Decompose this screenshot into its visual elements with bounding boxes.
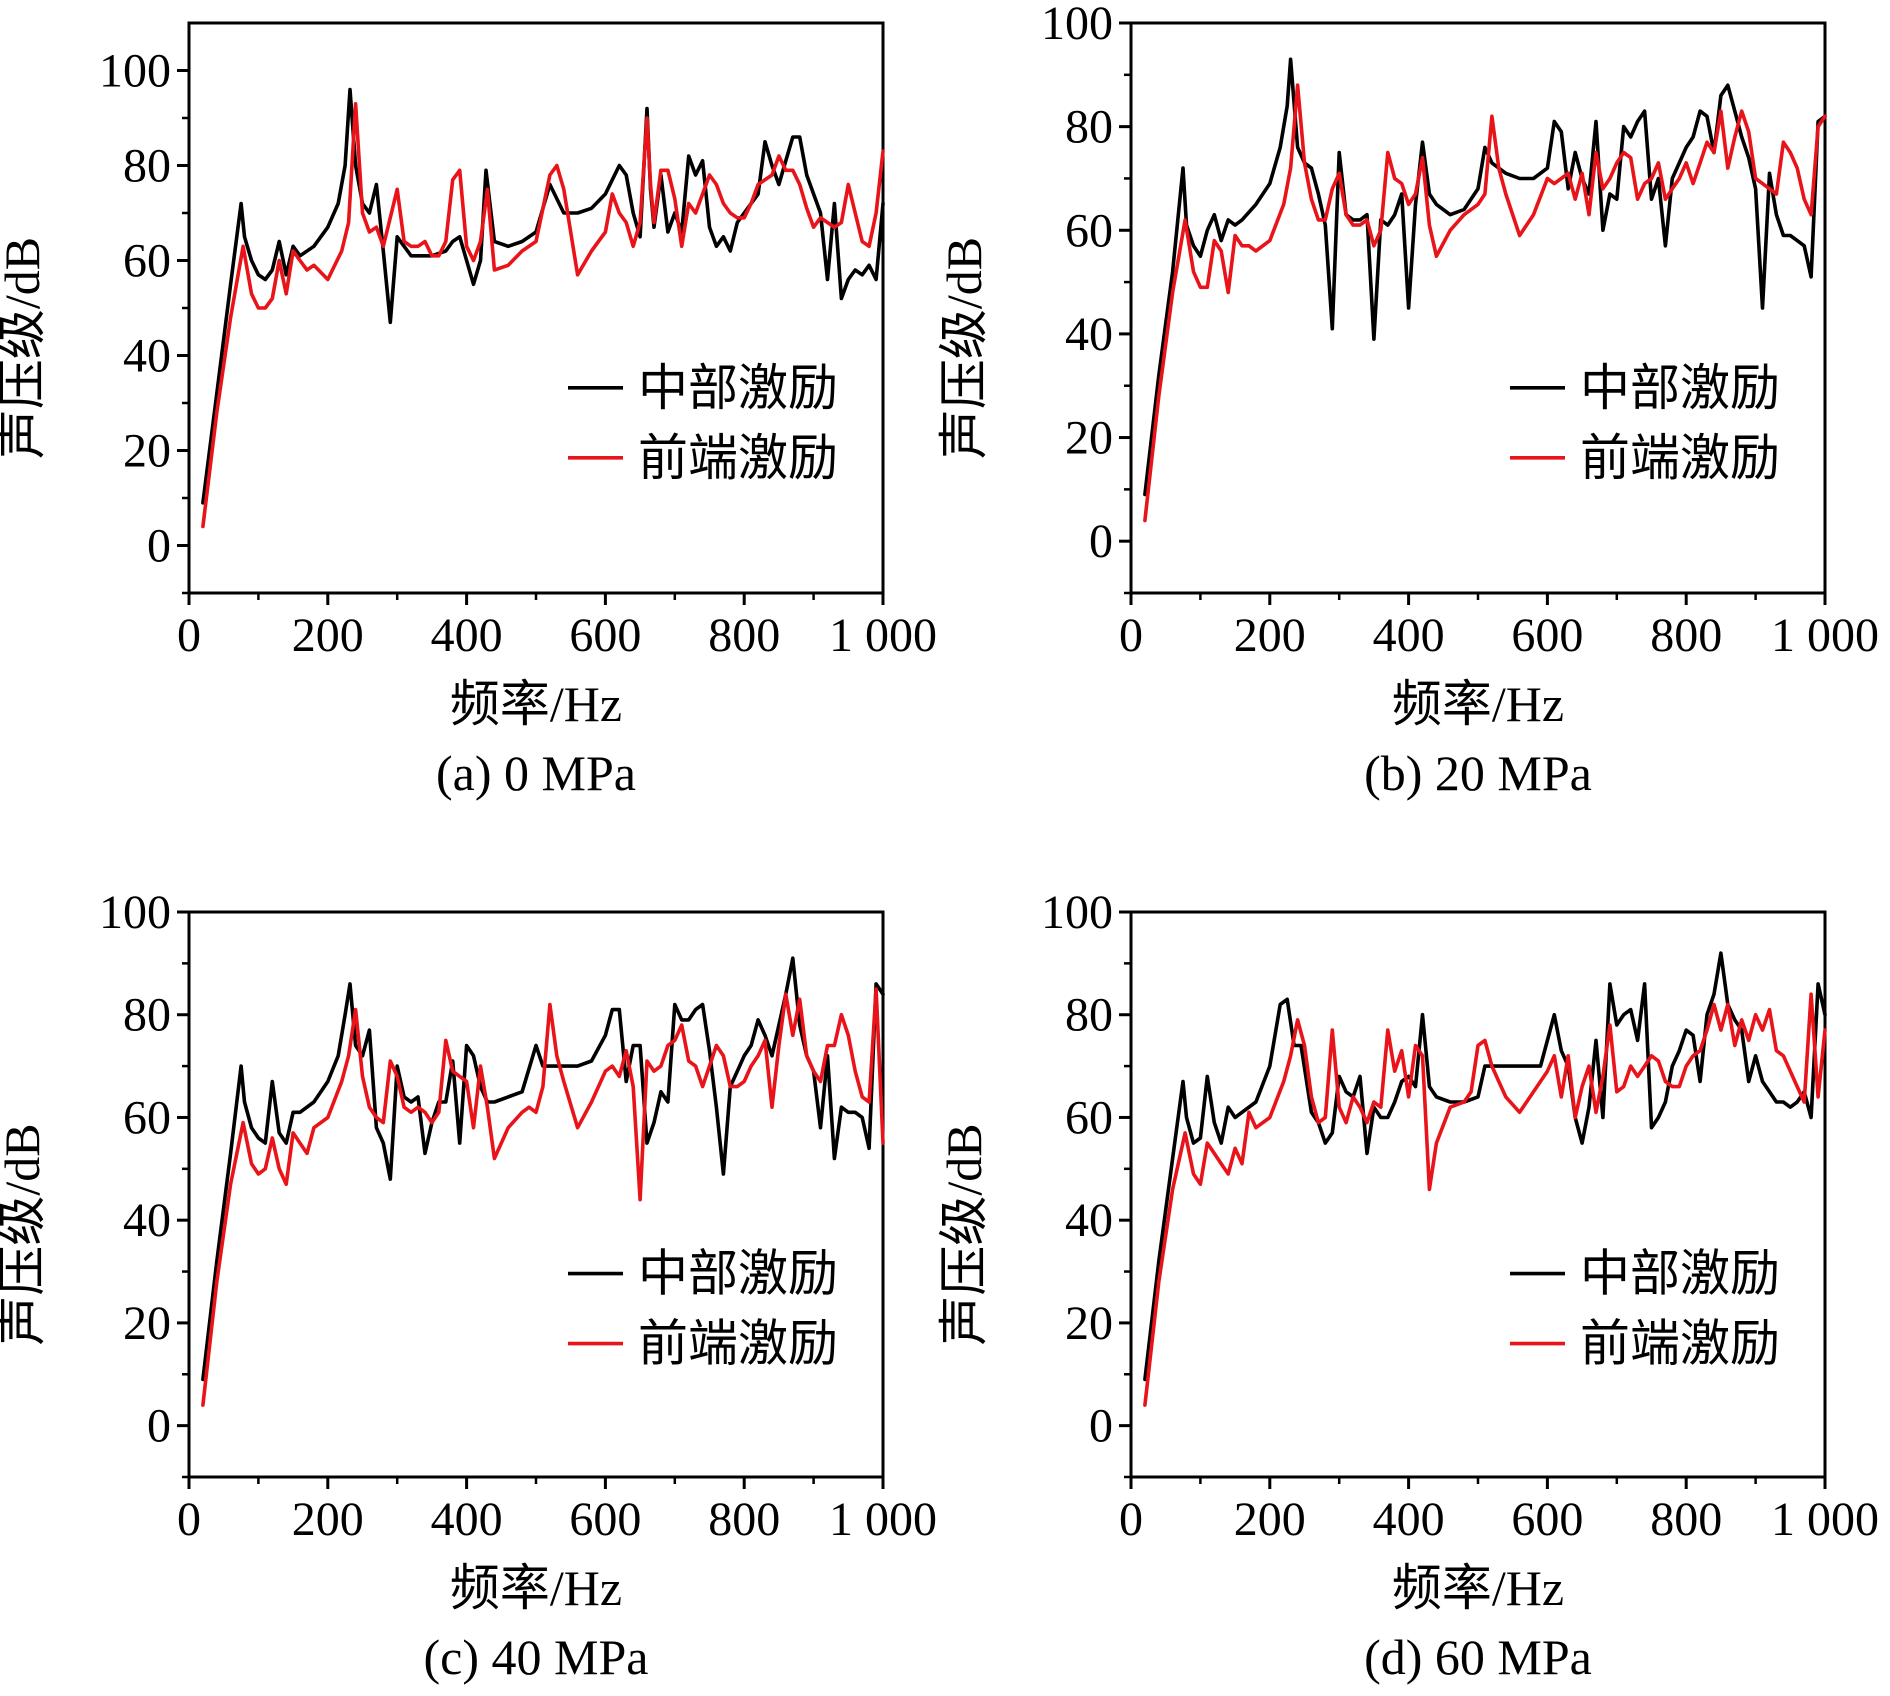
y-axis-title: 声压级/dB xyxy=(0,1123,50,1345)
y-tick-label: 40 xyxy=(123,330,171,383)
y-tick-label: 40 xyxy=(1065,308,1113,361)
legend-label-front: 前端激励 xyxy=(638,430,838,486)
y-tick-label: 0 xyxy=(147,1400,171,1453)
panel-caption: (d) 60 MPa xyxy=(1364,1629,1592,1685)
y-tick-label: 0 xyxy=(1089,1400,1113,1453)
x-tick-label: 200 xyxy=(292,1493,364,1546)
y-tick-label: 60 xyxy=(123,1091,171,1144)
x-axis-title: 频率/Hz xyxy=(450,676,622,732)
x-tick-label: 1 000 xyxy=(1771,609,1879,662)
y-tick-label: 60 xyxy=(1065,204,1113,257)
plot-frame xyxy=(1129,910,1827,1479)
y-tick-label: 60 xyxy=(123,235,171,288)
series-line-front xyxy=(201,987,885,1407)
y-tick-label: 20 xyxy=(1065,1297,1113,1350)
x-tick-label: 400 xyxy=(1373,1493,1445,1546)
x-tick-label: 800 xyxy=(708,609,780,662)
x-tick-label: 1 000 xyxy=(1771,1493,1879,1546)
panel-caption: (a) 0 MPa xyxy=(436,745,636,801)
x-tick-label: 600 xyxy=(569,609,641,662)
y-axis-title: 声压级/dB xyxy=(936,237,992,459)
legend-label-front: 前端激励 xyxy=(1580,1316,1780,1372)
y-tick-label: 100 xyxy=(1041,886,1113,939)
plot-frame xyxy=(187,21,885,595)
series-line-front xyxy=(201,102,885,529)
x-tick-label: 800 xyxy=(1650,609,1722,662)
x-tick-label: 800 xyxy=(708,1493,780,1546)
legend-label-front: 前端激励 xyxy=(638,1316,838,1372)
x-tick-label: 400 xyxy=(1373,609,1445,662)
y-tick-label: 100 xyxy=(1041,0,1113,50)
x-tick-label: 600 xyxy=(1511,609,1583,662)
y-tick-label: 60 xyxy=(1065,1091,1113,1144)
panel-caption: (c) 40 MPa xyxy=(424,1629,649,1685)
y-tick-label: 20 xyxy=(123,1297,171,1350)
series-line-front xyxy=(1143,83,1827,523)
y-tick-label: 80 xyxy=(123,140,171,193)
x-axis-title: 频率/Hz xyxy=(1392,1560,1564,1616)
y-tick-label: 20 xyxy=(1065,412,1113,465)
y-tick-label: 80 xyxy=(123,989,171,1042)
y-tick-label: 40 xyxy=(123,1194,171,1247)
panel-caption: (b) 20 MPa xyxy=(1364,745,1592,801)
legend-label-middle: 中部激励 xyxy=(1580,1246,1780,1302)
plot-frame xyxy=(187,910,885,1479)
series-line-middle xyxy=(201,87,885,505)
x-tick-label: 0 xyxy=(177,1493,201,1546)
x-tick-label: 0 xyxy=(1119,1493,1143,1546)
x-tick-label: 200 xyxy=(1234,609,1306,662)
series-line-middle xyxy=(1143,951,1827,1382)
x-tick-label: 600 xyxy=(569,1493,641,1546)
x-tick-label: 800 xyxy=(1650,1493,1722,1546)
y-tick-label: 100 xyxy=(99,45,171,98)
y-tick-label: 40 xyxy=(1065,1194,1113,1247)
legend-label-middle: 中部激励 xyxy=(638,360,838,416)
y-axis-title: 声压级/dB xyxy=(936,1123,992,1345)
y-tick-label: 80 xyxy=(1065,101,1113,154)
legend-label-middle: 中部激励 xyxy=(638,1246,838,1302)
x-tick-label: 400 xyxy=(431,1493,503,1546)
x-tick-label: 200 xyxy=(1234,1493,1306,1546)
y-tick-label: 0 xyxy=(1089,515,1113,568)
legend-label-middle: 中部激励 xyxy=(1580,360,1780,416)
y-tick-label: 100 xyxy=(99,886,171,939)
x-tick-label: 600 xyxy=(1511,1493,1583,1546)
x-tick-label: 0 xyxy=(1119,609,1143,662)
legend-label-front: 前端激励 xyxy=(1580,430,1780,486)
x-tick-label: 200 xyxy=(292,609,364,662)
x-tick-label: 400 xyxy=(431,609,503,662)
x-tick-label: 0 xyxy=(177,609,201,662)
series-line-front xyxy=(1143,992,1827,1407)
x-axis-title: 频率/Hz xyxy=(450,1560,622,1616)
y-axis-title: 声压级/dB xyxy=(0,237,50,459)
x-tick-label: 1 000 xyxy=(829,609,937,662)
y-tick-label: 80 xyxy=(1065,989,1113,1042)
x-axis-title: 频率/Hz xyxy=(1392,676,1564,732)
y-tick-label: 0 xyxy=(147,520,171,573)
y-tick-label: 20 xyxy=(123,425,171,478)
x-tick-label: 1 000 xyxy=(829,1493,937,1546)
